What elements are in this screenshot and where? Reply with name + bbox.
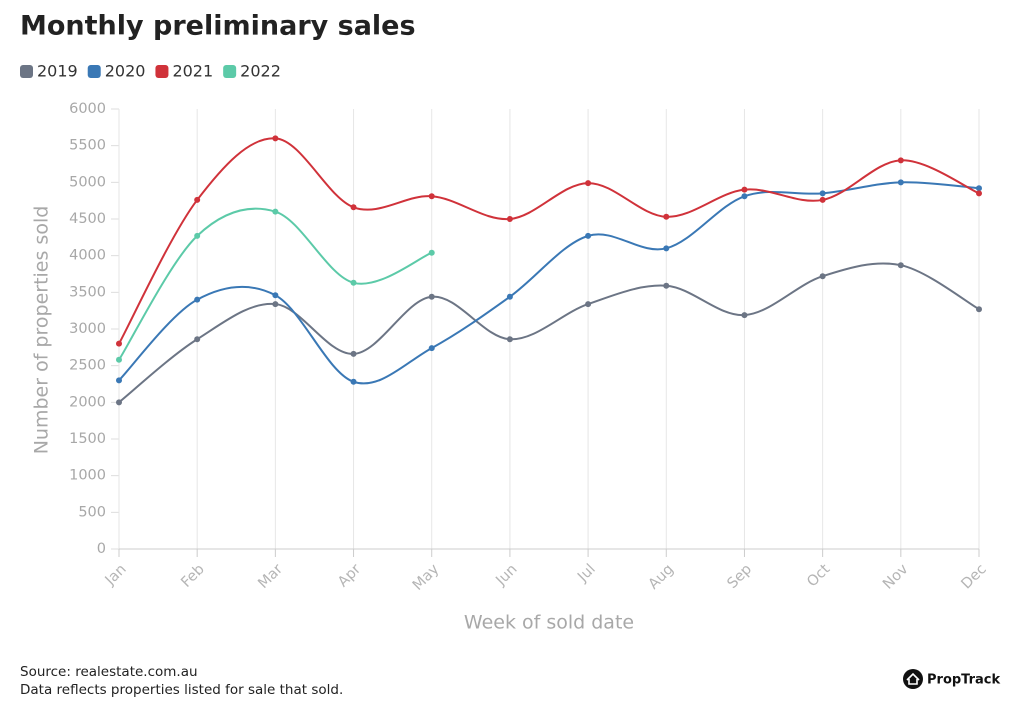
y-tick-label: 5000 [69,174,106,190]
y-tick-label: 4500 [69,211,106,227]
point [819,196,826,203]
x-tick-label: Aug [646,561,677,592]
legend-swatch [87,65,101,78]
x-tick-label: Dec [958,561,989,592]
x-tick-label: Sep [724,561,755,592]
y-tick-label: 3000 [69,321,106,337]
logo-house [906,672,920,685]
legend-label: 2022 [240,62,281,81]
x-tick-label: Oct [804,561,833,590]
line [118,262,980,404]
point [897,262,904,269]
logo-icon [903,669,923,689]
series [116,262,982,406]
point [506,336,513,343]
point [350,350,357,357]
y-tick-label: 500 [78,504,106,520]
point [663,245,670,252]
point [663,282,670,289]
brand-logo: PropTrack [903,669,1001,689]
line [118,137,980,345]
point [428,249,435,256]
point [194,232,201,239]
point [194,336,201,343]
point [663,213,670,220]
x-axis-label: Week of sold date [464,612,634,634]
series [116,207,435,363]
brand-name: PropTrack [927,673,1001,688]
point [897,179,904,186]
point [272,301,279,308]
line [118,181,980,385]
x-tick-label: Mar [255,561,286,592]
y-tick-label: 3500 [69,284,106,300]
point [194,196,201,203]
point [116,340,122,347]
x-tick-label: Feb [178,561,207,590]
point [428,293,435,300]
y-tick-label: 5500 [69,138,106,154]
point [506,216,513,222]
point [116,377,122,384]
point [350,279,357,286]
chart-title: Monthly preliminary sales [20,11,416,42]
y-tick-label: 0 [97,541,106,557]
y-axis-label: Number of properties sold [31,206,53,455]
x-tick-label: Nov [880,561,912,593]
x-tick-label: May [410,561,443,594]
point [976,185,982,192]
legend-label: 2021 [172,62,213,81]
point [428,193,435,200]
x-tick-label: Jun [493,561,521,589]
point [194,296,201,303]
point [272,292,279,299]
point [585,301,592,308]
point [741,186,748,193]
point [116,399,122,406]
y-tick-label: 1500 [69,431,106,447]
point [819,190,826,197]
point [350,378,357,385]
series [116,179,982,385]
legend-swatch [223,65,237,78]
source: Source: realestate.com.au [20,664,198,680]
y-tick-label: 1000 [69,468,106,484]
point [272,135,279,142]
legend-swatch [155,65,169,78]
x-tick-label: Jan [102,561,130,589]
point [819,273,826,280]
x-tick-label: Jul [574,561,598,585]
point [116,356,122,363]
point [741,193,748,200]
point [506,293,513,300]
point [741,312,748,319]
legend-label: 2020 [105,62,146,81]
y-tick-label: 2500 [69,358,106,374]
point [272,208,279,215]
point [976,190,982,197]
point [428,345,435,352]
x-tick-label: Apr [335,561,364,590]
legend-swatch [20,65,33,78]
point [585,232,592,239]
legend-label: 2019 [37,62,78,81]
point [585,180,592,187]
y-tick-label: 2000 [69,394,106,410]
y-tick-label: 6000 [69,101,106,117]
series [116,135,982,347]
point [976,306,982,313]
point [897,157,904,164]
point [350,204,357,211]
note: Data reflects properties listed for sale… [20,682,343,698]
y-tick-label: 4000 [69,248,106,264]
